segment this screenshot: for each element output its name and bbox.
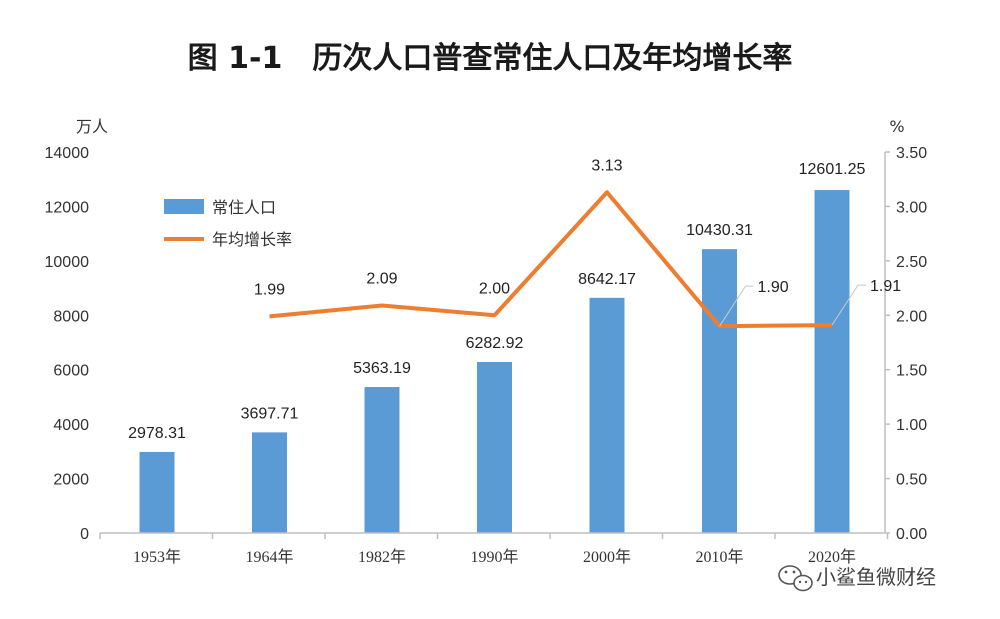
right-tick-label: 0.00	[896, 526, 927, 543]
bar-labels: 2978.31 3697.71 5363.19 6282.92 8642.17 10430…	[128, 161, 865, 442]
line-series	[269, 190, 833, 329]
right-tick-label: 0.50	[896, 472, 927, 489]
x-tick-label: 1964年	[245, 548, 293, 566]
left-tick-label: 8000	[53, 308, 89, 325]
line-value-label: 2.09	[366, 270, 397, 287]
line-label-leader	[719, 285, 754, 327]
left-axis-ticks: 0 2000 4000 6000 8000 10000 12000 14000	[45, 145, 90, 543]
bar-value-label: 5363.19	[353, 360, 411, 377]
bar-1964年	[252, 432, 287, 533]
bar-1953年	[139, 451, 175, 533]
growth-rate-line	[269, 190, 833, 329]
legend-label-population: 常住人口	[212, 198, 276, 217]
line-labels: 1.99 2.09 2.00 3.13 1.90 1.91	[254, 157, 901, 327]
left-tick-label: 12000	[45, 199, 90, 216]
right-axis-unit: %	[889, 117, 904, 136]
line-label-leader	[831, 284, 866, 326]
left-tick-label: 0	[80, 526, 89, 543]
bar-value-label: 8642.17	[578, 271, 636, 288]
x-tick-label: 1982年	[358, 548, 406, 566]
bar-1990年	[477, 362, 512, 533]
bar-2020年	[814, 190, 850, 533]
bar-value-label: 10430.31	[686, 222, 753, 239]
line-value-label: 1.91	[870, 278, 901, 295]
bar-value-label: 2978.31	[128, 425, 186, 442]
bar-2010年	[702, 249, 737, 534]
line-value-label: 2.00	[479, 280, 510, 297]
left-tick-label: 4000	[53, 417, 89, 434]
watermark-text: 小鲨鱼微财经	[816, 565, 936, 589]
left-tick-label: 6000	[53, 363, 89, 380]
left-tick-label: 10000	[45, 254, 90, 271]
legend-swatch-population	[164, 199, 204, 214]
right-axis-ticks: 0.00 0.50 1.00 1.50 2.00 2.50 3.00 3.50	[885, 145, 927, 543]
x-tick-label: 2010年	[695, 548, 743, 566]
left-axis-unit: 万人	[76, 117, 108, 136]
chart-title: 图 1-1 历次人口普查常住人口及年均增长率	[188, 41, 793, 76]
bar-2000年	[589, 297, 625, 533]
left-tick-label: 14000	[45, 145, 90, 162]
right-tick-label: 3.50	[896, 145, 927, 162]
right-tick-label: 2.50	[896, 254, 927, 271]
left-tick-label: 2000	[53, 472, 89, 489]
legend: 常住人口 年均增长率	[164, 198, 292, 249]
bar-value-label: 6282.92	[466, 335, 524, 352]
x-tick-label: 1990年	[470, 548, 518, 566]
right-tick-label: 2.00	[896, 308, 927, 325]
x-axis-ticks: 1953年 1964年 1982年 1990年 2000年 2010年 2020年	[99, 533, 889, 566]
wechat-icon	[778, 565, 813, 592]
x-tick-label: 2000年	[583, 548, 631, 566]
legend-label-growth: 年均增长率	[212, 230, 292, 249]
right-tick-label: 1.00	[896, 417, 927, 434]
bar-1982年	[364, 387, 400, 533]
bar-value-label: 12601.25	[799, 161, 866, 178]
line-value-label: 3.13	[591, 157, 622, 174]
right-tick-label: 1.50	[896, 363, 927, 380]
line-value-label: 1.99	[254, 281, 285, 298]
x-tick-label: 2020年	[808, 548, 856, 566]
bar-series	[139, 190, 850, 534]
right-tick-label: 3.00	[896, 199, 927, 216]
watermark: 小鲨鱼微财经	[778, 565, 936, 592]
line-value-label: 1.90	[758, 279, 789, 296]
bar-value-label: 3697.71	[241, 405, 299, 422]
x-tick-label: 1953年	[133, 548, 181, 566]
